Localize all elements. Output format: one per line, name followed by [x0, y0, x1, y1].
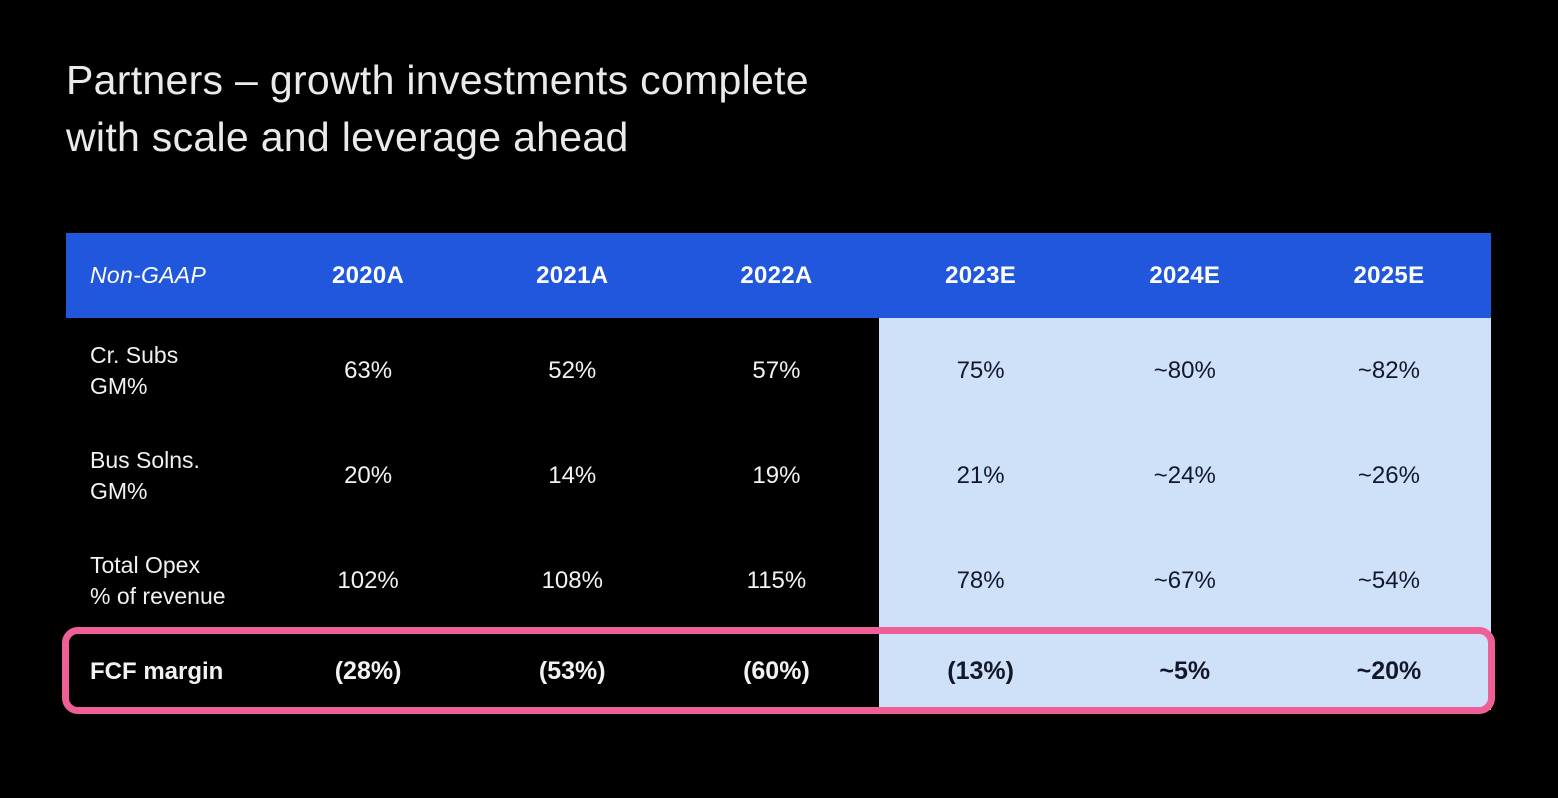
header-cell-2025e: 2025E — [1353, 261, 1425, 289]
cell-fcf-2020a: (28%) — [334, 657, 402, 685]
cell-bus-solns-2020a: 20% — [344, 461, 393, 489]
cell-bus-solns-2022a: 19% — [752, 461, 801, 489]
cell-total-opex-2021a: 108% — [541, 566, 603, 594]
header-cell-2021a: 2021A — [536, 261, 609, 289]
cell-cr-subs-2020a: 63% — [344, 356, 393, 384]
slide-title-line-2: with scale and leverage ahead — [66, 114, 629, 160]
header-cell-non-gaap: Non-GAAP — [90, 262, 207, 288]
header-cell-2020a: 2020A — [331, 261, 405, 289]
cell-fcf-2025e: ~20% — [1286, 633, 1492, 710]
table-row-bus-solns-gm: Bus Solns. GM% 20% 14% 19% 21% ~24% ~26% — [66, 423, 1492, 528]
cell-bus-solns-2025e: ~26% — [1286, 423, 1492, 528]
cell-cr-subs-2021a: 52% — [548, 356, 597, 384]
header-cell-2023e: 2023E — [945, 261, 1017, 289]
header-cell-2022a: 2022A — [740, 261, 813, 289]
header-cell-2024e: 2024E — [1149, 261, 1221, 289]
table-row-cr-subs-gm: Cr. Subs GM% 63% 52% 57% 75% ~80% ~82% — [66, 318, 1492, 423]
cell-cr-subs-2025e: ~82% — [1286, 318, 1492, 423]
row-label-line: Total Opex — [90, 551, 200, 578]
cell-cr-subs-2024e: ~80% — [1082, 318, 1287, 423]
cell-total-opex-2022a: 115% — [746, 566, 807, 594]
row-label-cr-subs-gm: Cr. Subs GM% — [66, 318, 266, 423]
row-label-bus-solns-gm: Bus Solns. GM% — [66, 423, 266, 528]
row-label-line: GM% — [90, 372, 148, 399]
cell-total-opex-2024e: ~67% — [1082, 528, 1287, 633]
cell-total-opex-2025e: ~54% — [1286, 528, 1492, 633]
row-label-line: FCF margin — [90, 658, 224, 685]
row-label-fcf-margin: FCF margin — [66, 633, 266, 710]
slide-title: Partners – growth investments complete w… — [66, 52, 809, 166]
cell-fcf-2021a: (53%) — [538, 657, 606, 685]
cell-fcf-2022a: (60%) — [743, 657, 810, 685]
row-label-line: Bus Solns. — [90, 446, 200, 473]
cell-bus-solns-2024e: ~24% — [1082, 423, 1287, 528]
row-label-total-opex: Total Opex % of revenue — [66, 528, 266, 633]
table-row-total-opex: Total Opex % of revenue 102% 108% 115% 7… — [66, 528, 1492, 633]
cell-bus-solns-2023e: 21% — [878, 423, 1083, 528]
slide-title-line-1: Partners – growth investments complete — [66, 57, 809, 103]
cell-fcf-2024e: ~5% — [1082, 633, 1287, 710]
cell-cr-subs-2023e: 75% — [878, 318, 1083, 423]
row-label-line: % of revenue — [90, 582, 226, 609]
financial-table: Non-GAAP 2020A 2021A 2022A 2023E 2024E 2… — [62, 233, 1495, 714]
cell-bus-solns-2021a: 14% — [548, 461, 597, 489]
cell-fcf-2023e: (13%) — [878, 633, 1083, 710]
table-header-row: Non-GAAP 2020A 2021A 2022A 2023E 2024E 2… — [66, 233, 1491, 318]
cell-total-opex-2020a: 102% — [337, 566, 399, 594]
row-label-line: GM% — [90, 477, 148, 504]
row-label-line: Cr. Subs — [90, 341, 179, 368]
cell-total-opex-2023e: 78% — [878, 528, 1083, 633]
table-row-fcf-margin: FCF margin (28%) (53%) (60%) (13%) ~5% ~… — [62, 627, 1495, 714]
cell-cr-subs-2022a: 57% — [752, 356, 801, 384]
